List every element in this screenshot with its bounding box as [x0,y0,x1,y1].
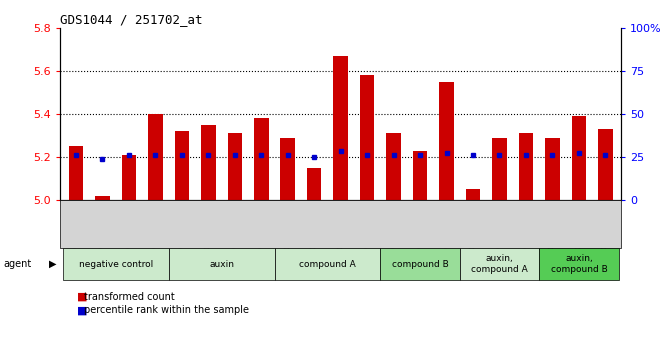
Bar [96,196,110,200]
Text: auxin,
compound B: auxin, compound B [550,254,607,274]
Bar [492,138,507,200]
Text: ▶: ▶ [49,259,57,269]
Bar [122,155,136,200]
Bar [466,189,480,200]
Bar [518,133,533,200]
Text: ■: ■ [77,292,88,302]
Bar [228,133,242,200]
Bar [598,129,613,200]
Text: negative control: negative control [79,259,153,269]
Text: percentile rank within the sample: percentile rank within the sample [84,305,248,315]
Bar [386,133,401,200]
Bar [572,116,587,200]
Bar [69,146,84,200]
Bar [201,125,216,200]
Bar [281,138,295,200]
Text: compound B: compound B [391,259,448,269]
Text: transformed count: transformed count [84,292,174,302]
Bar [307,168,321,200]
Text: auxin,
compound A: auxin, compound A [471,254,528,274]
Bar [333,56,348,200]
Bar [360,75,375,200]
Text: agent: agent [4,259,32,269]
Text: GDS1044 / 251702_at: GDS1044 / 251702_at [60,13,202,27]
Bar [413,150,428,200]
Text: compound A: compound A [299,259,356,269]
Bar [254,118,269,200]
Bar [440,81,454,200]
Text: ■: ■ [77,305,88,315]
Bar [174,131,189,200]
Bar [148,114,163,200]
Bar [545,138,560,200]
Text: auxin: auxin [209,259,234,269]
